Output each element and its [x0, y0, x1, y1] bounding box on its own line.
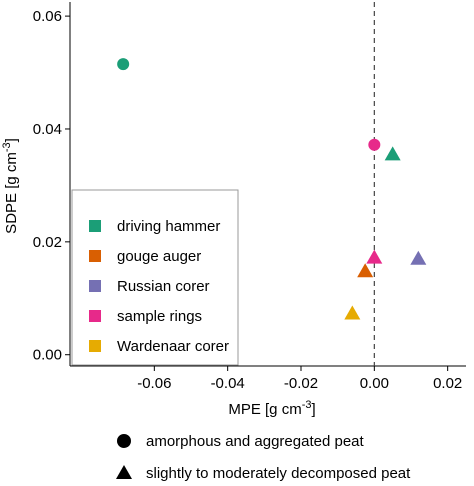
shape-legend-label: slightly to moderately decomposed peat — [146, 465, 411, 482]
color-legend: driving hammer gouge auger Russian corer sa… — [71, 189, 239, 366]
data-points — [117, 58, 427, 320]
x-tick-label: 0.02 — [433, 375, 462, 392]
legend-swatch — [89, 310, 101, 322]
legend-label: Wardenaar corer — [117, 338, 229, 355]
x-tick-label: 0.00 — [360, 375, 389, 392]
point-sample-rings-circle — [368, 138, 381, 151]
x-tick-label: -0.02 — [284, 375, 318, 392]
point-sample-rings-triangle — [366, 249, 383, 264]
legend-triangle-icon — [116, 465, 132, 479]
y-tick-label: 0.02 — [33, 234, 62, 251]
point-gouge-auger-triangle — [357, 263, 374, 278]
x-axis: -0.06 -0.04 -0.02 0.00 0.02 — [137, 366, 462, 392]
x-tick-label: -0.04 — [211, 375, 245, 392]
y-tick-label: 0.04 — [33, 121, 62, 138]
x-tick-label: -0.06 — [137, 375, 171, 392]
point-driving-hammer-circle — [117, 58, 130, 71]
color-legend-box — [71, 189, 239, 366]
legend-label: sample rings — [117, 308, 202, 325]
legend-swatch — [89, 340, 101, 352]
legend-swatch — [89, 250, 101, 262]
y-tick-label: 0.00 — [33, 347, 62, 364]
y-axis-label: SDPE [g cm-3] — [1, 138, 20, 234]
legend-label: driving hammer — [117, 218, 220, 235]
shape-legend: amorphous and aggregated peat slightly to… — [116, 433, 411, 482]
point-driving-hammer-triangle — [384, 146, 401, 161]
legend-swatch — [89, 220, 101, 232]
point-wardenaar-corer-triangle — [344, 305, 361, 320]
legend-label: gouge auger — [117, 248, 201, 265]
point-russian-corer-triangle — [410, 250, 427, 265]
y-axis: 0.00 0.02 0.04 0.06 — [33, 8, 70, 364]
x-axis-label: MPE [g cm-3] — [228, 399, 315, 418]
y-tick-label: 0.06 — [33, 8, 62, 25]
legend-label: Russian corer — [117, 278, 210, 295]
legend-swatch — [89, 280, 101, 292]
shape-legend-label: amorphous and aggregated peat — [146, 433, 365, 450]
legend-circle-icon — [117, 434, 131, 448]
plot-area — [69, 2, 466, 367]
